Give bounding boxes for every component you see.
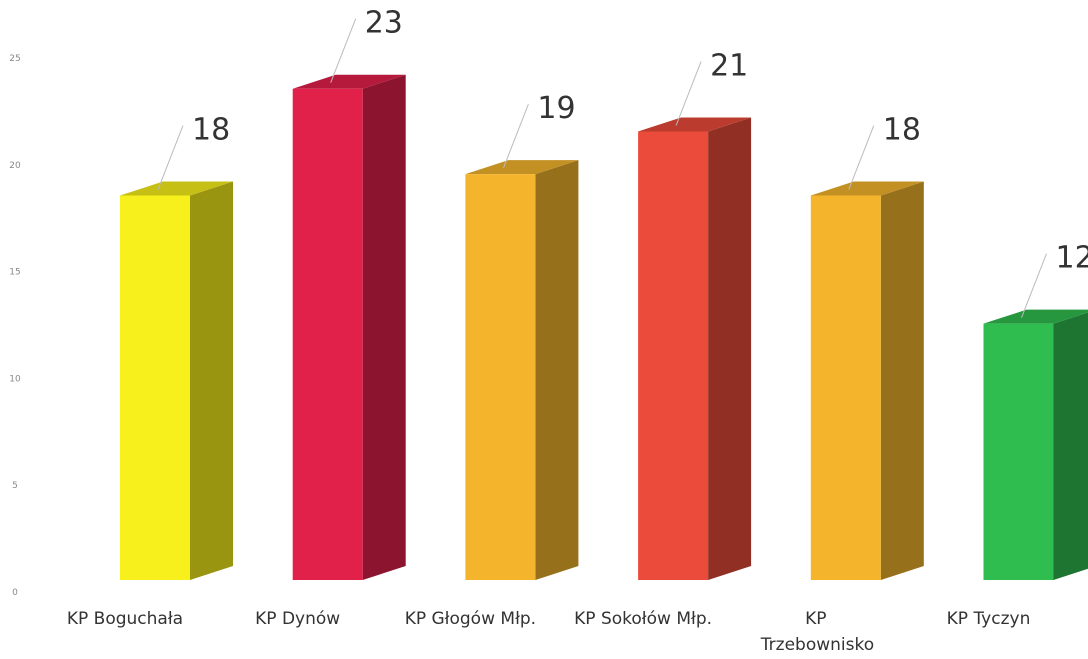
bar-side (880, 181, 924, 580)
bar (638, 117, 752, 580)
bar (810, 181, 924, 580)
bar (465, 160, 579, 580)
data-label: 19 (537, 91, 575, 126)
leader-line (1021, 253, 1047, 318)
y-tick-label: 20 (9, 161, 21, 171)
bar-front (983, 323, 1054, 580)
data-label: 12 (1056, 241, 1088, 276)
bar-top (638, 117, 752, 132)
bar (983, 309, 1088, 580)
bar-front (292, 88, 363, 580)
bar-side (708, 117, 752, 580)
leader-line (848, 125, 875, 190)
bar-top (120, 181, 233, 196)
leader-line (157, 125, 184, 190)
bar-top (465, 160, 579, 175)
bar (292, 74, 406, 580)
x-tick-label: KP Boguchała (66, 609, 184, 629)
bar-side (362, 74, 406, 580)
data-label: 21 (710, 48, 748, 83)
bar-top (983, 309, 1088, 324)
leader-line (502, 103, 529, 169)
y-tick-label: 5 (12, 481, 18, 491)
bar-front (120, 195, 190, 580)
bar-side (1053, 312, 1088, 580)
y-tick-label: 10 (9, 374, 21, 384)
bar-front (465, 174, 536, 580)
y-tick-label: 25 (9, 54, 20, 64)
bar-front (810, 195, 881, 580)
bar-top (292, 74, 406, 89)
x-tick-label: KP Sokołów Młp. (574, 609, 713, 629)
bar-front (638, 131, 709, 580)
bar-side (535, 160, 579, 580)
y-tick-label: 0 (12, 588, 18, 598)
bar-top (810, 181, 924, 196)
x-tick-label: KP Głogów Młp. (404, 609, 537, 629)
bar-side (190, 181, 233, 580)
leader-line (675, 61, 702, 126)
x-tick-label: KP Dynów (255, 609, 341, 629)
x-tick-label: KP Tyczyn (946, 609, 1031, 629)
data-label: 18 (192, 113, 230, 148)
data-label: 18 (883, 113, 921, 148)
bar (120, 181, 233, 580)
x-tick-label: KP Trzebownisko (760, 609, 875, 655)
y-tick-label: 15 (9, 268, 20, 278)
leader-line (330, 18, 357, 83)
data-label: 23 (365, 6, 403, 41)
